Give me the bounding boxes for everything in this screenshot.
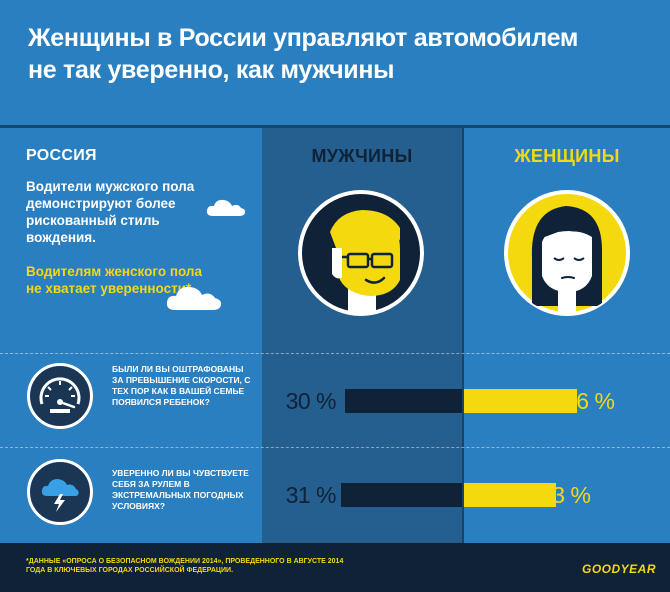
footer-bar [0, 543, 670, 592]
women-value-label: 16 % [564, 388, 615, 414]
men-bar [345, 389, 462, 413]
men-value-label: 31 % [285, 482, 337, 508]
cloud-icon [206, 199, 246, 216]
column-header-men: МУЖЧИНЫ [311, 146, 413, 166]
region-label: РОССИЯ [26, 147, 97, 164]
row-divider [0, 353, 670, 354]
footnote: *Данные «Опроса о безопасном вождении 20… [26, 558, 344, 574]
description-women: Водителям женского пола не хватает увере… [26, 264, 202, 296]
header-separator [0, 125, 670, 128]
description-men: Водители мужского пола демонстрируют бол… [26, 179, 195, 245]
cloud-icon [166, 286, 222, 310]
women-bar [464, 483, 556, 507]
men-bar [341, 483, 462, 507]
column-divider [462, 128, 464, 543]
question-speeding: Были ли вы оштрафованы за превышение ско… [112, 364, 251, 407]
row-divider [0, 447, 670, 448]
column-header-women: ЖЕНЩИНЫ [514, 146, 620, 166]
page-title: Женщины в России управляют автомобилем н… [28, 22, 648, 86]
brand-logo: GOODYEAR [581, 562, 656, 576]
title-line-2: не так уверенно, как мужчины [28, 56, 395, 84]
men-value-label: 30 % [285, 388, 337, 414]
title-line-1: Женщины в России управляют автомобилем [28, 24, 579, 52]
speedometer-icon [27, 363, 93, 429]
man-avatar-icon [298, 190, 424, 316]
woman-avatar-icon [504, 190, 630, 316]
women-bar [464, 389, 577, 413]
storm-cloud-icon [27, 459, 93, 525]
question-weather: Уверенно ли вы чувствуете себя за рулем … [112, 468, 249, 511]
women-value-label: 13 % [540, 482, 591, 508]
